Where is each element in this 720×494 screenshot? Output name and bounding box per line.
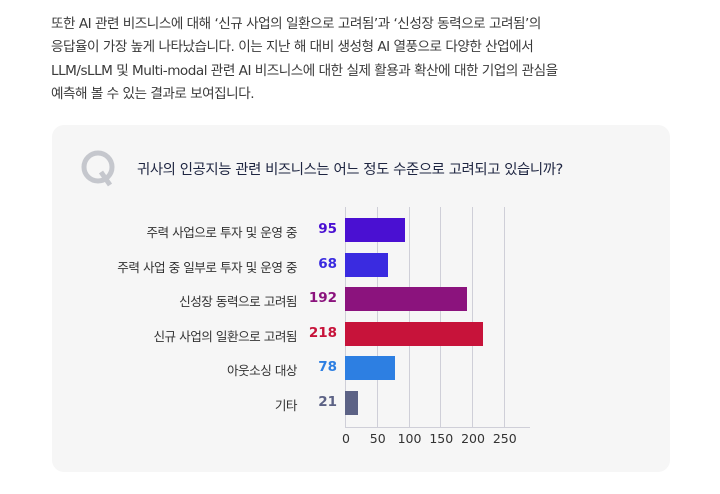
value-label: 95 [318, 221, 337, 237]
value-label: 21 [318, 394, 337, 410]
x-tick-label: 250 [492, 431, 517, 446]
bar [345, 287, 467, 312]
value-label: 68 [318, 255, 337, 272]
bar [345, 321, 484, 346]
x-tick-label: 150 [429, 431, 454, 446]
x-tick-label: 200 [461, 431, 485, 446]
bar [345, 218, 406, 242]
gridline [503, 207, 505, 427]
x-tick-label: 100 [397, 431, 422, 446]
gridline [440, 207, 442, 427]
gridline [345, 207, 346, 427]
x-tick-label: 50 [369, 431, 386, 446]
category-label: 아웃소싱 대상 [226, 363, 298, 379]
question-title: 귀사의 인공지능 관련 비즈니스는 어느 정도 수준으로 고려되고 있습니까? [137, 162, 563, 178]
value-label: 218 [308, 324, 337, 341]
category-label: 주력 사업으로 투자 및 운영 중 [146, 225, 297, 240]
paragraph-line: 또한 AI 관련 비즈니스에 대해 ‘신규 사업의 일환으로 고려됨’과 ‘신성… [51, 16, 541, 32]
bar-chart: 0 50 100 150 200 250 주력 사업으로 투자 및 운영 중 95 주력 사업 … [52, 125, 670, 472]
paragraph-line: LLM/sLLM 및 Multi-modal 관련 AI 비즈니스에 대한 실제… [51, 62, 558, 79]
x-axis-line [345, 427, 530, 428]
category-label: 주력 사업 중 일부로 투자 및 운영 중 [117, 259, 297, 275]
bar [345, 252, 389, 277]
category-label: 신성장 동력으로 고려됨 [179, 294, 297, 310]
bar [345, 356, 395, 381]
survey-card: 귀사의 인공지능 관련 비즈니스는 어느 정도 수준으로 고려되고 있습니까? … [52, 125, 670, 472]
q-letter-icon [81, 150, 115, 187]
value-label: 78 [318, 359, 337, 376]
x-tick-label: 0 [342, 431, 350, 446]
paragraph-line: 예측해 볼 수 있는 결과로 보여집니다. [51, 86, 255, 103]
gridline [472, 207, 473, 427]
category-label: 신규 사업의 일환으로 고려됨 [153, 328, 297, 344]
value-label: 192 [308, 290, 337, 307]
bar [345, 391, 359, 415]
gridline [408, 207, 410, 427]
gridline [376, 207, 378, 427]
category-label: 기타 [274, 398, 298, 413]
intro-paragraph: 또한 AI 관련 비즈니스에 대해 ‘신규 사업의 일환으로 고려됨’과 ‘신성… [51, 13, 691, 107]
paragraph-line: 응답율이 가장 높게 나타났습니다. 이는 지난 해 대비 생성형 AI 열풍으… [51, 39, 534, 56]
